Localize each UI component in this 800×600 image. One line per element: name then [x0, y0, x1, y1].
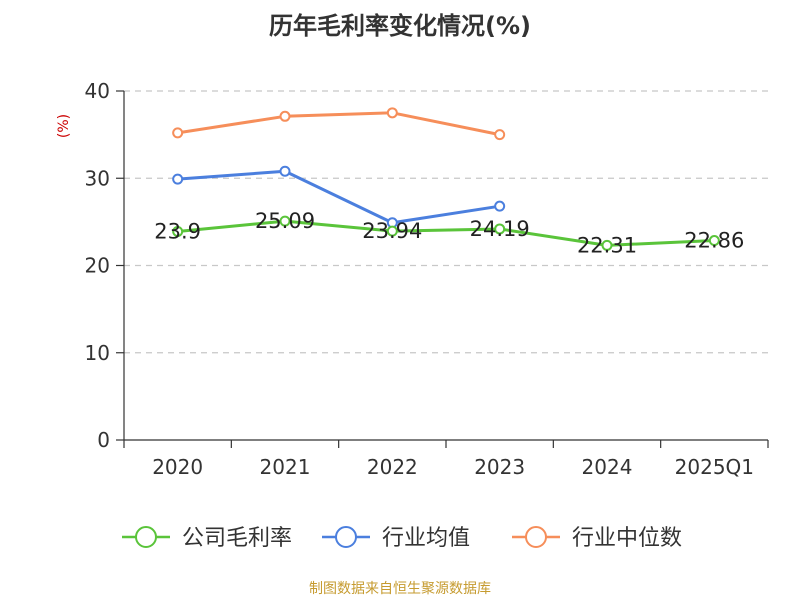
data-point-2-1	[279, 110, 291, 122]
data-point-2-2	[386, 107, 398, 119]
data-point-2-3	[494, 129, 506, 141]
data-point-0-0	[172, 225, 184, 237]
data-point-0-5	[708, 235, 720, 247]
legend-label-1: 行业均值	[382, 526, 470, 551]
y-tick-label-20: 20	[85, 254, 110, 278]
data-point-1-1	[279, 165, 291, 177]
data-point-2-0	[172, 127, 184, 139]
y-tick-label-0: 0	[97, 428, 110, 452]
data-point-0-2	[386, 225, 398, 237]
axes: 0 10 20 30 40 (%) 2020 2021 2022 2023 2024 2025Q1	[56, 79, 769, 479]
data-label-0-2: 23.94	[362, 219, 422, 243]
data-label-0-3: 24.19	[470, 217, 530, 241]
series-line-1	[177, 169, 500, 225]
x-tick-label-2022: 2022	[367, 455, 418, 479]
legend-label-0: 公司毛利率	[182, 526, 292, 551]
legend: 公司毛利率 行业均值 行业中位数	[122, 526, 682, 551]
data-label-0-5: 22.86	[684, 229, 744, 253]
data-point-0-1	[279, 215, 291, 227]
y-tick-label-40: 40	[85, 79, 110, 103]
legend-marker-0	[135, 526, 157, 548]
data-point-0-4	[601, 239, 613, 251]
data-label-0-4: 22.31	[577, 233, 637, 257]
x-tick-label-2020: 2020	[152, 455, 203, 479]
data-point-1-3	[494, 200, 506, 212]
data-point-0-3	[494, 223, 506, 235]
x-tick-label-2024: 2024	[582, 455, 633, 479]
y-tick-label-10: 10	[85, 341, 110, 365]
legend-marker-1	[335, 526, 357, 548]
grid-lines	[124, 90, 768, 354]
y-axis-label: (%)	[56, 114, 72, 138]
y-tick-label-30: 30	[85, 166, 110, 190]
x-tick-label-2025Q1: 2025Q1	[675, 455, 754, 479]
source-note: 制图数据来自恒生聚源数据库	[309, 581, 491, 597]
legend-marker-2	[525, 526, 547, 548]
series-lines	[172, 107, 720, 251]
x-tick-label-2023: 2023	[474, 455, 525, 479]
data-label-0-0: 23.9	[154, 219, 201, 243]
chart-title: 历年毛利率变化情况(%)	[269, 12, 531, 40]
data-label-0-1: 25.09	[255, 209, 315, 233]
series-line-2	[177, 111, 500, 137]
series-line-0	[177, 219, 715, 247]
data-point-1-0	[172, 173, 184, 185]
x-tick-label-2021: 2021	[260, 455, 311, 479]
legend-label-2: 行业中位数	[572, 526, 682, 551]
data-labels: 23.9 25.09 23.94 24.19 22.31 22.86	[154, 209, 744, 257]
